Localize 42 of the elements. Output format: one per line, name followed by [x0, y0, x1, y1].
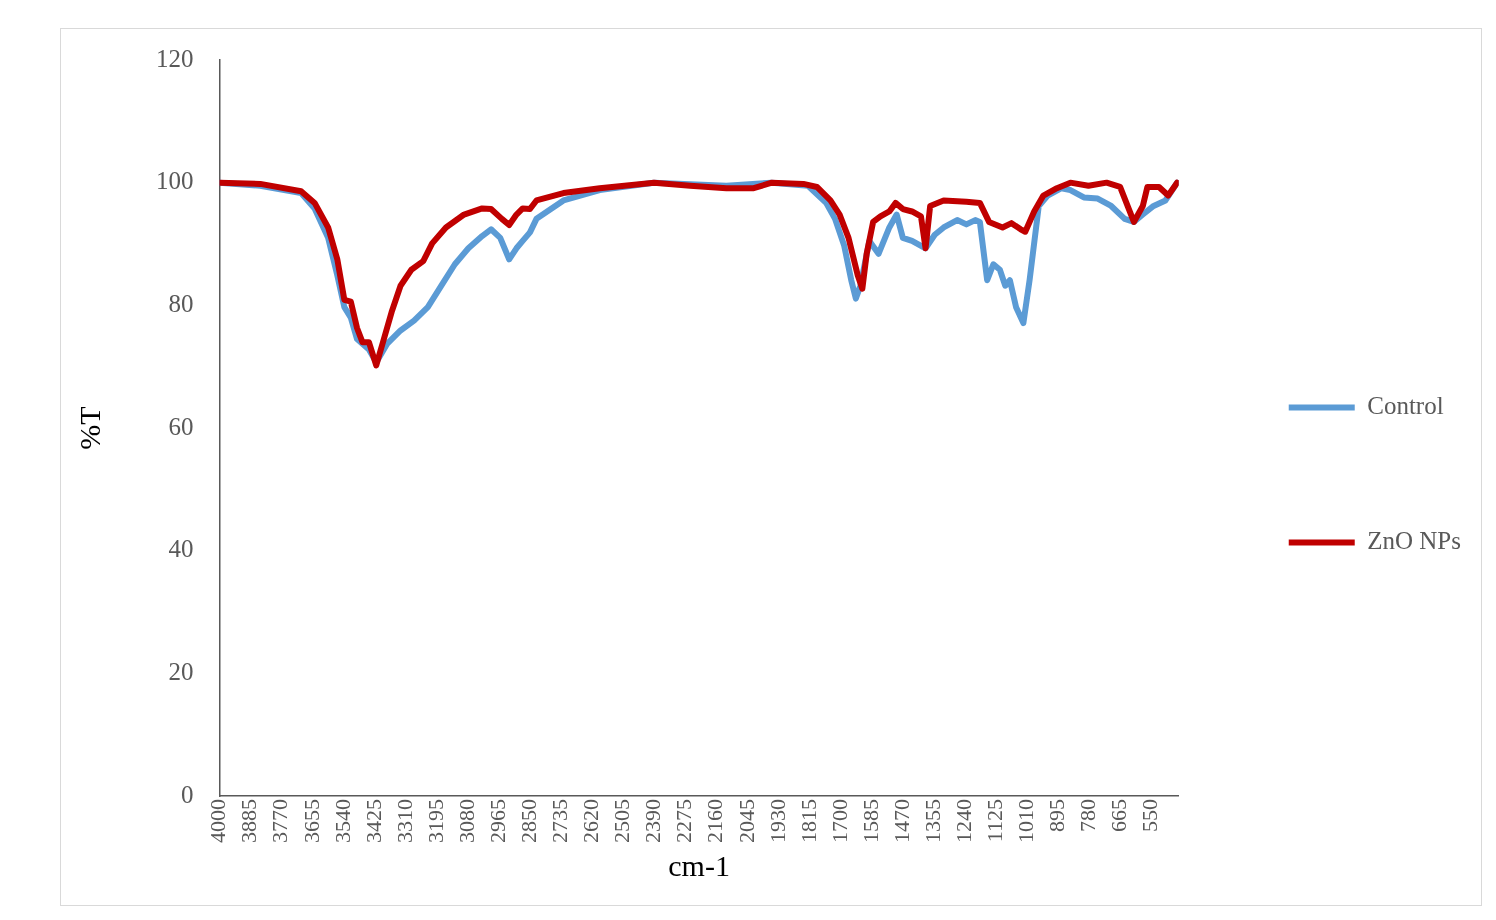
x-tick-label: 2275 — [671, 799, 697, 843]
x-tick-label: 1930 — [764, 799, 790, 843]
y-tick-label: 80 — [168, 289, 194, 317]
x-tick-label: 2160 — [702, 799, 728, 843]
x-tick-label: 3885 — [236, 799, 262, 843]
x-tick-label: 1700 — [826, 799, 852, 843]
x-tick-label: 1585 — [857, 799, 883, 843]
x-tick-label: 895 — [1044, 799, 1070, 832]
x-tick-label: 2965 — [484, 799, 510, 843]
y-axis-title: %T — [72, 406, 106, 450]
x-tick-label: 3425 — [360, 799, 386, 843]
y-tick-label: 120 — [156, 44, 194, 72]
x-tick-label: 1815 — [795, 799, 821, 843]
x-tick-label: 3770 — [267, 799, 293, 843]
x-axis-title: cm-1 — [668, 848, 730, 882]
x-tick-label: 1125 — [982, 799, 1008, 843]
x-tick-label: 2045 — [733, 799, 759, 843]
x-tick-label: 665 — [1106, 799, 1132, 832]
x-tick-label: 3540 — [329, 799, 355, 843]
y-tick-label: 0 — [181, 780, 194, 808]
x-tick-label: 550 — [1137, 799, 1163, 832]
legend-label: Control — [1367, 392, 1444, 420]
x-tick-label: 4000 — [205, 799, 231, 843]
x-tick-label: 2505 — [609, 799, 635, 843]
x-tick-label: 1240 — [951, 799, 977, 843]
x-tick-label: 2850 — [516, 799, 542, 843]
y-tick-label: 20 — [168, 657, 194, 685]
x-tick-label: 2390 — [640, 799, 666, 843]
x-tick-label: 2620 — [578, 799, 604, 843]
x-tick-label: 1355 — [919, 799, 945, 843]
y-tick-label: 40 — [168, 535, 194, 563]
x-tick-label: 3195 — [422, 799, 448, 843]
x-tick-label: 2735 — [547, 799, 573, 843]
x-tick-label: 1470 — [888, 799, 914, 843]
x-tick-label: 1010 — [1013, 799, 1039, 843]
legend-label: ZnO NPs — [1367, 527, 1461, 555]
x-tick-label: 3655 — [298, 799, 324, 843]
x-tick-label: 3080 — [453, 799, 479, 843]
y-tick-label: 100 — [156, 167, 194, 195]
x-tick-label: 780 — [1075, 799, 1101, 832]
y-tick-label: 60 — [168, 412, 194, 440]
x-tick-label: 3310 — [391, 799, 417, 843]
